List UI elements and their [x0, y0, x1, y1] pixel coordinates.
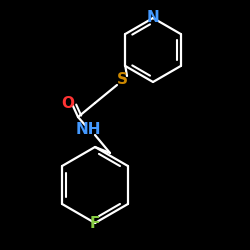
Text: NH: NH [75, 122, 101, 138]
Text: F: F [90, 216, 100, 230]
Text: S: S [116, 72, 128, 88]
Text: O: O [62, 96, 74, 110]
Text: N: N [146, 10, 160, 26]
